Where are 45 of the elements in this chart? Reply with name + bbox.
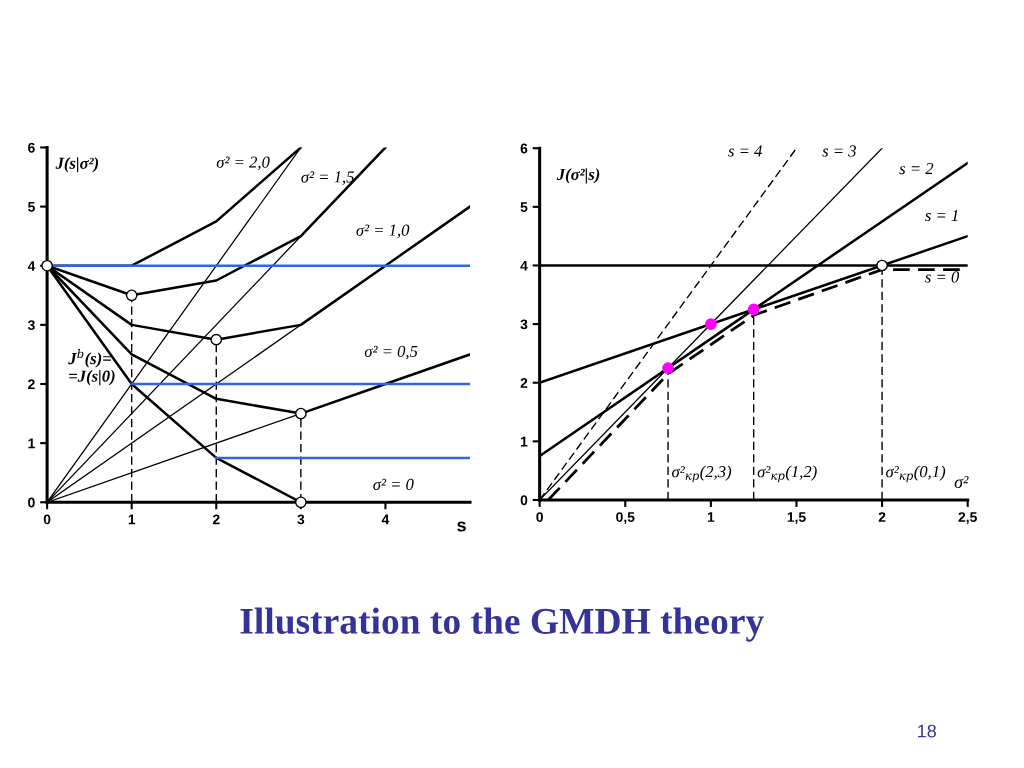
y-tick-label: 0 — [520, 495, 528, 506]
annotation: σ²$_{кр}$(1,2) — [757, 465, 817, 483]
series-label: s = 0 — [925, 271, 960, 283]
x-tick-label: 0 — [43, 514, 51, 525]
series-label: s = 2 — [899, 162, 934, 175]
series-label: s = 3 — [822, 145, 856, 157]
x-axis-title: σ² — [954, 475, 969, 489]
y-tick-label: 3 — [520, 319, 528, 330]
y-tick-label: 6 — [28, 142, 35, 153]
y-tick-label: 5 — [520, 202, 528, 213]
x-tick-label: 4 — [381, 514, 390, 525]
y-tick-label: 0 — [28, 497, 35, 508]
y-tick-label: 2 — [520, 378, 528, 388]
text: Illustration to the GMDH theory — [240, 607, 764, 642]
series-label: σ² = 0,5 — [364, 345, 418, 360]
x-axis-title: s — [457, 521, 466, 532]
y-tick-label: 1 — [520, 436, 528, 447]
x-tick-label: 3 — [297, 514, 305, 525]
y-tick-label: 2 — [28, 379, 35, 390]
series-label: s = 1 — [925, 209, 958, 222]
series-label: σ² = 2,0 — [216, 156, 270, 171]
series-label: σ² = 0 — [373, 478, 414, 491]
annotation: J(σ²|s) — [556, 168, 600, 184]
y-tick-label: 1 — [28, 438, 35, 449]
series-label: s = 4 — [728, 145, 763, 157]
series-label: σ² = 1,5 — [301, 171, 354, 185]
y-tick-label: 6 — [520, 143, 528, 154]
annotation: J$^{b}$(s)= =J(s|0) — [68, 349, 115, 386]
x-tick-label: 0,5 — [616, 512, 635, 524]
x-tick-label: 2 — [878, 512, 886, 522]
x-tick-label: 2 — [212, 514, 220, 525]
annotation: J(s|σ²) — [55, 157, 99, 173]
y-tick-label: 5 — [28, 202, 35, 212]
series-label: σ² = 1,0 — [356, 224, 410, 239]
x-tick-label: 1,5 — [787, 512, 806, 524]
x-tick-label: 2,5 — [958, 512, 977, 524]
text: 18 — [918, 724, 936, 738]
y-tick-label: 3 — [27, 320, 35, 331]
x-tick-label: 1 — [128, 514, 136, 525]
annotation: σ²$_{кр}$(2,3) — [671, 465, 732, 483]
y-tick-label: 4 — [520, 260, 528, 271]
x-tick-label: 0 — [536, 512, 543, 522]
y-tick-label: 4 — [27, 261, 36, 271]
x-tick-label: 1 — [707, 512, 715, 522]
annotation: σ²$_{кр}$(0,1) — [886, 465, 946, 483]
